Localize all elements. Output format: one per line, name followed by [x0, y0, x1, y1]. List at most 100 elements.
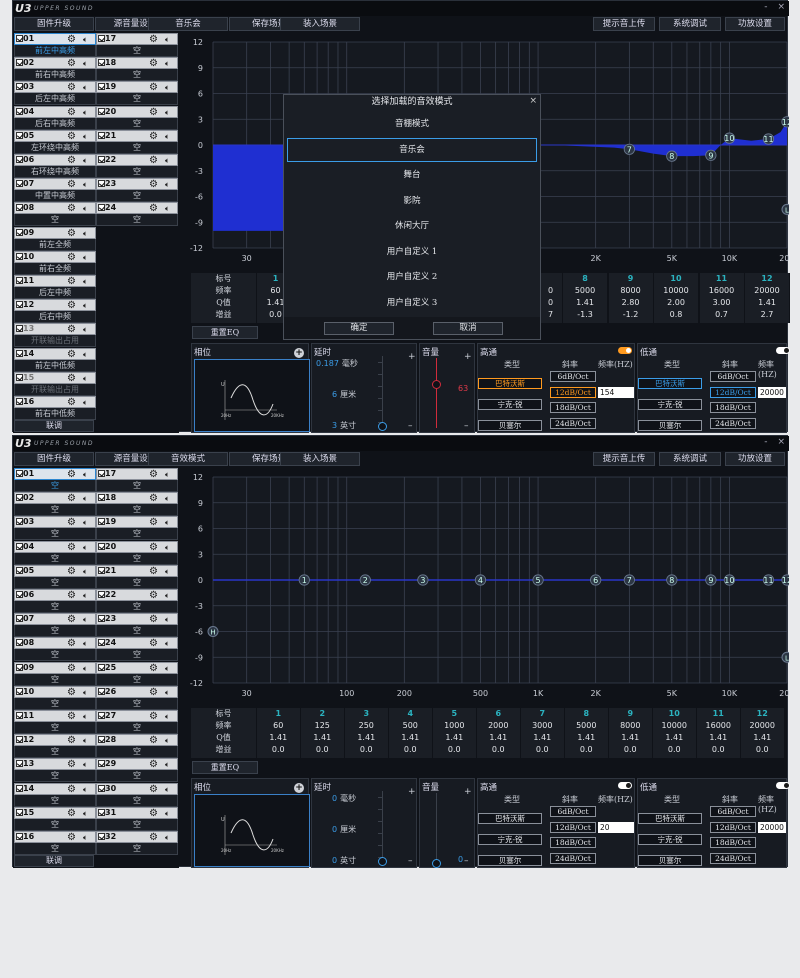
gear-icon[interactable]: ⚙: [149, 58, 158, 70]
minimize-icon[interactable]: -: [764, 437, 768, 447]
speaker-icon[interactable]: 🔈︎: [83, 373, 88, 383]
gear-icon[interactable]: ⚙: [67, 735, 76, 747]
gear-icon[interactable]: ⚙: [149, 493, 158, 505]
filter-type-option[interactable]: 巴特沃斯: [478, 378, 542, 389]
gear-icon[interactable]: ⚙: [149, 130, 158, 142]
channel-10[interactable]: 10 ⚙ 🔈︎ 空: [14, 685, 96, 710]
channel-checkbox[interactable]: [16, 204, 23, 212]
delay-cm-value[interactable]: 0: [332, 825, 338, 834]
phase-graph[interactable]: U 20Hz 20KHz: [194, 794, 310, 867]
channel-checkbox[interactable]: [98, 204, 105, 212]
channel-checkbox[interactable]: [98, 784, 105, 792]
channel-header[interactable]: 11 ⚙ 🔈︎: [14, 275, 96, 287]
filter-type-option[interactable]: 宁克-锐: [638, 399, 702, 410]
gear-icon[interactable]: ⚙: [149, 517, 158, 529]
channel-checkbox[interactable]: [16, 373, 23, 381]
eq-band-column[interactable]: 9 8000 2.80 -1.2: [608, 273, 654, 323]
gear-icon[interactable]: ⚙: [149, 155, 158, 166]
band-q[interactable]: 1.41: [445, 733, 464, 742]
band-number[interactable]: 7: [539, 709, 546, 718]
gear-icon[interactable]: ⚙: [67, 541, 76, 553]
channel-checkbox[interactable]: [16, 663, 23, 671]
speaker-icon[interactable]: 🔈︎: [165, 59, 170, 69]
filter-slope-option[interactable]: 24dB/Oct: [710, 852, 756, 864]
band-frequency[interactable]: 250: [358, 721, 374, 730]
channel-checkbox[interactable]: [98, 760, 105, 768]
speaker-icon[interactable]: 🔈︎: [165, 663, 170, 673]
gear-icon[interactable]: ⚙: [67, 832, 76, 843]
channel-header[interactable]: 18 ⚙ 🔈︎: [96, 492, 178, 505]
eq-band-column[interactable]: 7 3000 1.41 0.0: [521, 708, 565, 758]
channel-21[interactable]: 21 ⚙ 🔈︎ 空: [96, 564, 178, 589]
band-q[interactable]: 1.41: [758, 298, 776, 307]
band-frequency[interactable]: 0: [547, 286, 554, 295]
reset-eq-button[interactable]: 重置EQ: [192, 761, 258, 774]
gear-icon[interactable]: ⚙: [67, 348, 76, 360]
reset-eq-button[interactable]: 重置EQ: [192, 326, 258, 339]
channel-checkbox[interactable]: [16, 784, 23, 792]
speaker-icon[interactable]: 🔈︎: [165, 107, 170, 117]
channel-checkbox[interactable]: [16, 687, 23, 695]
cancel-button[interactable]: 取消: [433, 322, 503, 335]
speaker-icon[interactable]: 🔈︎: [165, 615, 170, 625]
delay-decrease-button[interactable]: –: [408, 421, 413, 431]
channel-checkbox[interactable]: [16, 591, 23, 598]
channel-checkbox[interactable]: [98, 107, 105, 115]
eq-band-node[interactable]: [359, 574, 371, 586]
band-gain[interactable]: -1.3: [577, 310, 593, 319]
channel-header[interactable]: 26 ⚙ 🔈︎: [96, 685, 178, 698]
channel-header[interactable]: 31 ⚙ 🔈︎: [96, 806, 178, 819]
channel-header[interactable]: 03 ⚙ 🔈︎: [14, 516, 96, 529]
channel-checkbox[interactable]: [98, 566, 105, 574]
band-frequency[interactable]: 60: [270, 286, 281, 295]
gear-icon[interactable]: ⚙: [149, 807, 158, 819]
eq-band-node[interactable]: [781, 574, 789, 586]
filter-slope-option[interactable]: 24dB/Oct: [550, 852, 596, 864]
gear-icon[interactable]: ⚙: [67, 783, 76, 795]
channel-header[interactable]: 06 ⚙ 🔈︎: [14, 154, 96, 166]
gear-icon[interactable]: ⚙: [149, 614, 158, 626]
channel-11[interactable]: 11 ⚙ 🔈︎ 后左中频: [14, 275, 96, 299]
channel-checkbox[interactable]: [16, 808, 23, 816]
channel-checkbox[interactable]: [98, 83, 105, 91]
gear-icon[interactable]: ⚙: [67, 276, 76, 287]
band-q[interactable]: 1.41: [489, 733, 508, 742]
gear-icon[interactable]: ⚙: [149, 34, 158, 45]
channel-header[interactable]: 30 ⚙ 🔈︎: [96, 782, 178, 795]
eq-band-node[interactable]: [666, 150, 678, 162]
channel-08[interactable]: 08 ⚙ 🔈︎ 空: [14, 637, 96, 662]
channel-03[interactable]: 03 ⚙ 🔈︎ 空: [14, 516, 96, 541]
band-number[interactable]: 1: [275, 709, 282, 718]
band-frequency[interactable]: 5000: [574, 286, 596, 295]
speaker-icon[interactable]: 🔈︎: [165, 518, 170, 528]
channel-header[interactable]: 18 ⚙ 🔈︎: [96, 57, 178, 70]
filter-slope-option[interactable]: 24dB/Oct: [710, 417, 756, 429]
eq-band-column[interactable]: 8 5000 1.41 0.0: [565, 708, 609, 758]
delay-in-readout[interactable]: 0 英寸: [332, 855, 356, 866]
filter-slope-option[interactable]: 6dB/Oct: [550, 371, 596, 382]
channel-checkbox[interactable]: [98, 470, 105, 477]
speaker-icon[interactable]: 🔈︎: [83, 833, 88, 842]
band-frequency[interactable]: 5000: [576, 721, 597, 730]
param-row-labels[interactable]: 标号 频率 Q值 增益: [191, 708, 257, 758]
channel-header[interactable]: 05 ⚙ 🔈︎: [14, 564, 96, 577]
speaker-icon[interactable]: 🔈︎: [165, 566, 170, 576]
speaker-icon[interactable]: 🔈︎: [165, 833, 170, 842]
band-frequency[interactable]: 8000: [620, 721, 641, 730]
gear-icon[interactable]: ⚙: [67, 565, 76, 577]
gear-icon[interactable]: ⚙: [67, 106, 76, 118]
delay-decrease-button[interactable]: –: [408, 856, 413, 866]
band-frequency[interactable]: 1000: [444, 721, 465, 730]
band-gain[interactable]: 0.0: [491, 745, 505, 754]
gear-icon[interactable]: ⚙: [149, 711, 158, 722]
band-number[interactable]: 8: [583, 709, 590, 718]
gear-icon[interactable]: ⚙: [67, 662, 76, 674]
delay-slider-knob[interactable]: [378, 422, 387, 431]
sound-mode-button[interactable]: 音乐会: [148, 17, 228, 31]
delay-ms-value[interactable]: 0: [332, 794, 338, 803]
speaker-icon[interactable]: 🔈︎: [83, 398, 88, 407]
band-number[interactable]: 4: [407, 709, 414, 718]
channel-header[interactable]: 19 ⚙ 🔈︎: [96, 516, 178, 529]
gear-icon[interactable]: ⚙: [67, 82, 76, 94]
filter-type-option[interactable]: 巴特沃斯: [638, 813, 702, 824]
